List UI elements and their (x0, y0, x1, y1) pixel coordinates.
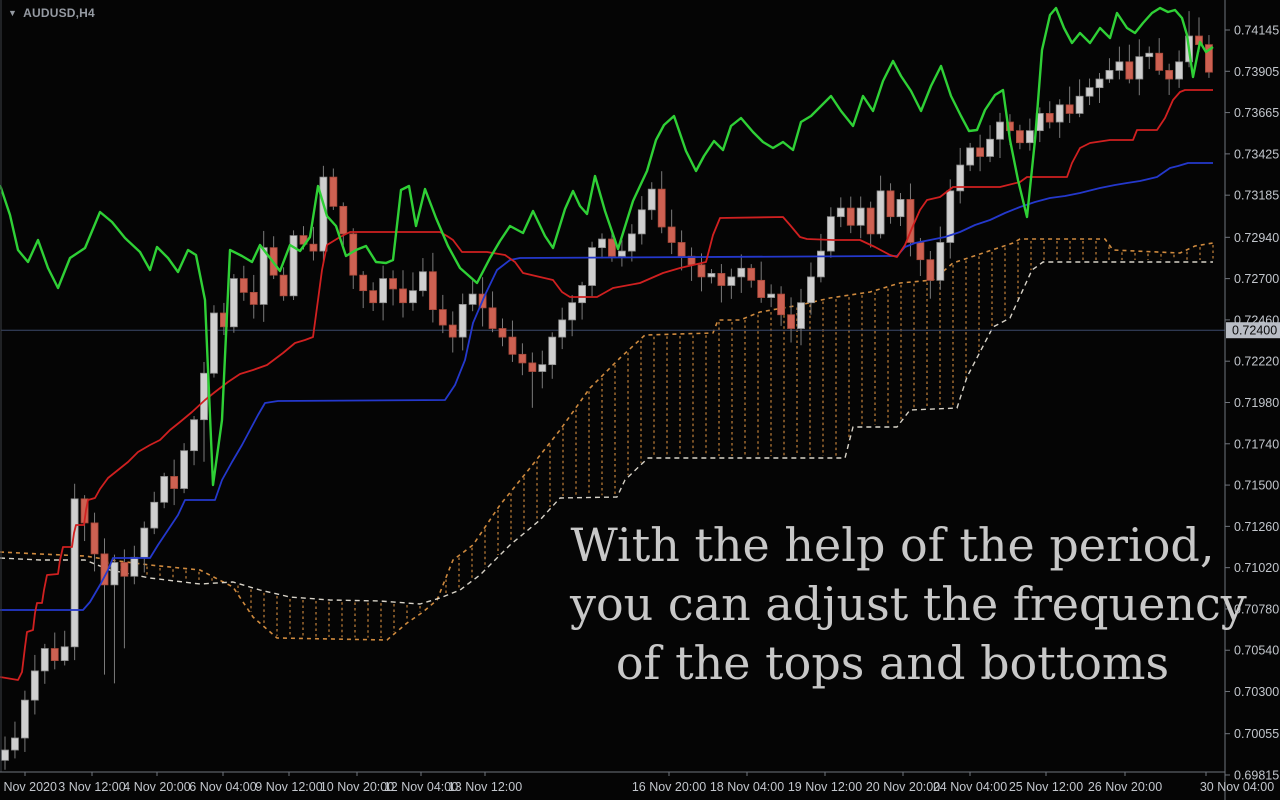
price-tick-label: 0.73665 (1234, 106, 1279, 120)
current-price-badge: 0.72400 (1226, 322, 1280, 339)
price-tick-label: 0.74145 (1234, 24, 1279, 38)
price-tick-label: 0.70300 (1234, 685, 1279, 699)
current-price-label: 0.72400 (1232, 324, 1277, 338)
time-tick-label: 26 Nov 20:00 (1088, 780, 1162, 794)
axes (0, 0, 1226, 800)
price-tick-label: 0.71740 (1234, 437, 1279, 451)
price-tick-label: 0.70780 (1234, 602, 1279, 616)
price-tick-label: 0.69815 (1234, 768, 1279, 782)
price-tick-label: 0.71980 (1234, 396, 1279, 410)
time-tick-label: 24 Nov 04:00 (933, 780, 1007, 794)
caption-line-3: of the tops and bottoms (615, 636, 1170, 690)
time-tick-label: 13 Nov 12:00 (448, 780, 522, 794)
time-tick-label: 4 Nov 20:00 (123, 780, 190, 794)
time-tick-label: 12 Nov 04:00 (384, 780, 458, 794)
time-tick-label: 3 Nov 12:00 (58, 780, 125, 794)
caption-text: With the help of the period, you can adj… (570, 516, 1247, 693)
time-tick-label: 10 Nov 20:00 (320, 780, 394, 794)
time-tick-label: 16 Nov 20:00 (632, 780, 706, 794)
time-tick-label: 30 Nov 04:00 (1200, 780, 1274, 794)
time-tick-label: 19 Nov 12:00 (788, 780, 862, 794)
price-tick-label: 0.70055 (1234, 727, 1279, 741)
time-tick-label: 9 Nov 12:00 (255, 780, 322, 794)
price-tick-label: 0.72700 (1234, 272, 1279, 286)
price-axis[interactable]: 0.74145 0.73905 0.73665 0.73425 0.73185 0.729… (1225, 24, 1279, 783)
time-tick-label: 18 Nov 04:00 (710, 780, 784, 794)
time-tick-label: 25 Nov 12:00 (1009, 780, 1083, 794)
price-tick-label: 0.70540 (1234, 644, 1279, 658)
price-tick-label: 0.73185 (1234, 189, 1279, 203)
time-tick-label: 20 Nov 20:00 (866, 780, 940, 794)
price-tick-label: 0.73425 (1234, 147, 1279, 161)
price-tick-label: 0.71020 (1234, 561, 1279, 575)
price-tick-label: 0.71260 (1234, 520, 1279, 534)
symbol-timeframe-label: AUDUSD,H4 (23, 6, 95, 20)
caption-line-1: With the help of the period, (570, 518, 1215, 572)
chevron-down-icon[interactable]: ▼ (8, 7, 18, 18)
ichimoku-cloud (0, 238, 1214, 641)
indicator-lines (0, 6, 1214, 681)
price-tick-label: 0.71500 (1234, 479, 1279, 493)
time-tick-label: 2 Nov 2020 (0, 780, 57, 794)
caption-line-2: you can adjust the frequency (570, 577, 1247, 631)
price-tick-label: 0.72940 (1234, 231, 1279, 245)
price-tick-label: 0.73905 (1234, 65, 1279, 79)
price-tick-label: 0.72220 (1234, 355, 1279, 369)
symbol-timeframe-selector[interactable]: ▼ AUDUSD,H4 (8, 6, 95, 20)
time-tick-label: 6 Nov 04:00 (189, 780, 256, 794)
candles-layer (1, 11, 1213, 770)
